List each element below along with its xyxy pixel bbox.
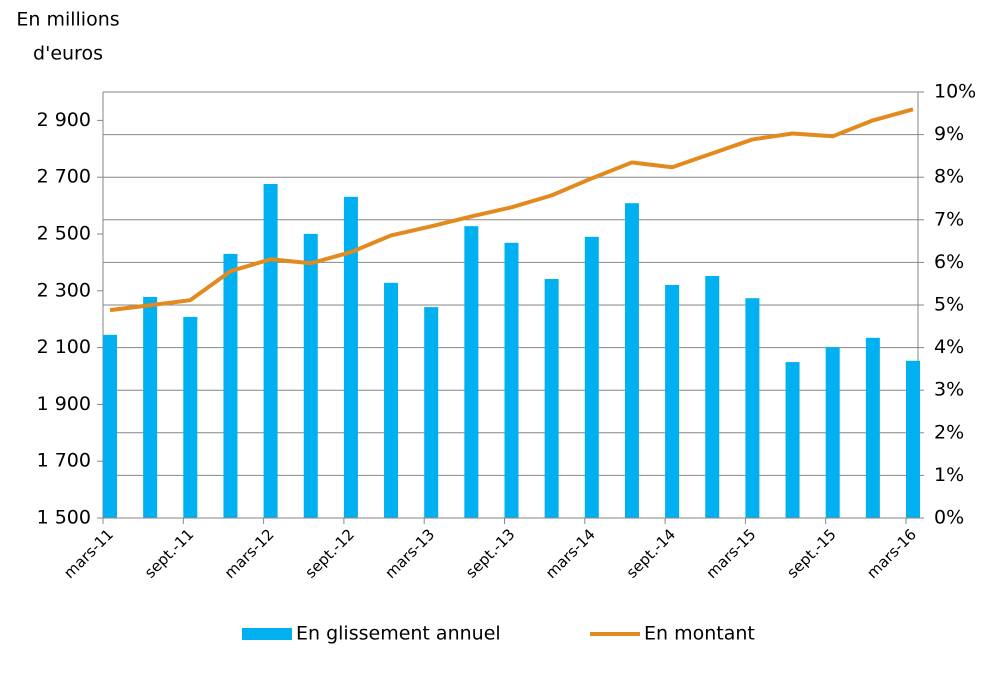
y-tick-label: 2 900 bbox=[37, 109, 91, 131]
y-tick-label: 1 700 bbox=[37, 450, 91, 472]
x-tick-label: mars-15 bbox=[703, 525, 760, 582]
y2-tick-label: 8% bbox=[934, 166, 964, 188]
y2-tick-label: 7% bbox=[934, 208, 964, 230]
bar bbox=[665, 284, 680, 518]
bar bbox=[504, 242, 519, 518]
bar bbox=[424, 307, 439, 518]
bar bbox=[384, 282, 399, 518]
x-tick-label: sept.-14 bbox=[623, 525, 679, 581]
x-tick-label: mars-11 bbox=[60, 525, 117, 582]
bar bbox=[785, 362, 800, 518]
y-tick-label: 2 300 bbox=[37, 279, 91, 301]
y2-tick-label: 0% bbox=[934, 507, 964, 529]
bar bbox=[223, 253, 238, 518]
bar bbox=[825, 347, 840, 518]
y-tick-label: 2 100 bbox=[37, 336, 91, 358]
bar bbox=[544, 279, 559, 518]
y2-tick-label: 1% bbox=[934, 464, 964, 486]
legend-label: En glissement annuel bbox=[296, 623, 501, 645]
x-tick-label: mars-12 bbox=[221, 525, 278, 582]
legend-swatch bbox=[242, 628, 292, 640]
y-tick-label: 1 900 bbox=[37, 393, 91, 415]
bar bbox=[143, 296, 158, 518]
bar bbox=[183, 316, 198, 518]
bar bbox=[745, 298, 760, 518]
y2-tick-label: 4% bbox=[934, 336, 964, 358]
bar bbox=[343, 196, 358, 518]
bar bbox=[103, 334, 117, 518]
x-tick-label: sept.-12 bbox=[302, 525, 358, 581]
x-tick-label: sept.-13 bbox=[462, 525, 518, 581]
x-tick-label: mars-14 bbox=[542, 525, 599, 582]
y-tick-label: 2 500 bbox=[37, 223, 91, 245]
x-tick-label: mars-16 bbox=[863, 525, 920, 582]
bar bbox=[624, 203, 639, 518]
x-tick-label: sept.-11 bbox=[141, 525, 197, 581]
y-axis-title: En millions bbox=[16, 9, 119, 31]
y-tick-label: 2 700 bbox=[37, 166, 91, 188]
y-tick-label: 1 500 bbox=[37, 507, 91, 529]
bar bbox=[705, 276, 720, 518]
y2-tick-label: 2% bbox=[934, 421, 964, 443]
y-axis-title: d'euros bbox=[33, 43, 103, 65]
x-tick-label: mars-13 bbox=[381, 525, 438, 582]
bar bbox=[584, 236, 599, 518]
y2-tick-label: 3% bbox=[934, 379, 964, 401]
y2-tick-label: 10% bbox=[934, 81, 976, 103]
legend-label: En montant bbox=[644, 623, 755, 645]
x-tick-label: sept.-15 bbox=[783, 525, 839, 581]
bar bbox=[865, 337, 880, 518]
y2-tick-label: 9% bbox=[934, 123, 964, 145]
y2-tick-label: 6% bbox=[934, 251, 964, 273]
bar bbox=[263, 184, 278, 519]
line bbox=[109, 107, 914, 313]
bar bbox=[464, 226, 479, 518]
y2-tick-label: 5% bbox=[934, 294, 964, 316]
bar bbox=[303, 233, 318, 518]
bar bbox=[906, 360, 920, 518]
